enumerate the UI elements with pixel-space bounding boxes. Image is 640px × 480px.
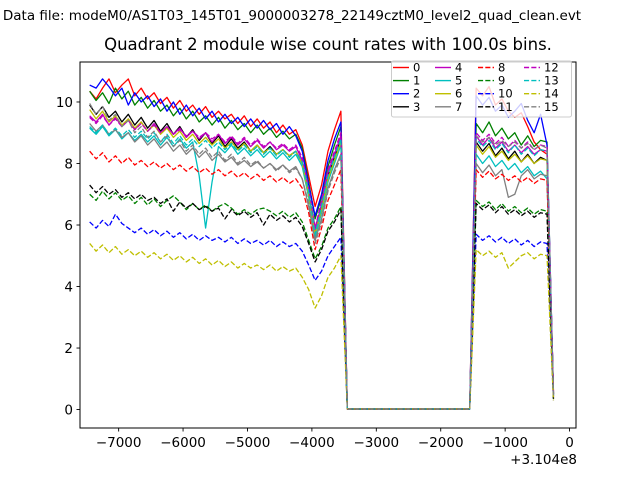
series-line-13 [89,124,555,410]
legend-label-5: 5 [455,74,462,88]
series-line-8 [89,150,555,410]
x-axis-offset-label: +3.104e8 [510,452,577,468]
x-tick-label: −5000 [225,435,271,451]
y-tick-label: 6 [64,218,73,234]
legend-label-3: 3 [413,100,420,114]
legend-label-7: 7 [455,100,462,114]
x-tick-label: −7000 [96,435,142,451]
x-tick-label: −3000 [353,435,399,451]
legend-label-10: 10 [498,87,513,101]
data-file-label: Data file: modeM0/AS1T03_145T01_90000032… [3,8,581,24]
legend-label-13: 13 [544,74,559,88]
series-line-15 [89,103,555,410]
legend-label-6: 6 [455,87,462,101]
legend-label-9: 9 [498,74,505,88]
x-tick-label: −4000 [289,435,335,451]
axes-background [80,62,576,428]
x-tick-label: −6000 [160,435,206,451]
axes-frame [79,61,577,429]
series-line-14 [89,243,555,410]
series-line-11 [89,184,555,410]
y-tick-label: 0 [64,402,73,418]
legend-label-4: 4 [455,61,462,75]
legend-label-15: 15 [544,100,559,114]
series-line-10 [89,213,555,410]
plot-area: −7000 −6000 −5000 −4000 −3000 −2000 −1000 0 0 2 4 6… [56,60,577,451]
legend-label-0: 0 [413,61,420,75]
y-tick-label: 2 [64,341,73,357]
legend-label-8: 8 [498,61,505,75]
legend-box [391,60,572,118]
legend-label-11: 11 [498,100,513,114]
legend-label-2: 2 [413,87,420,101]
x-tick-label: 0 [565,435,574,451]
x-tick-label: −1000 [482,435,528,451]
chart-title: Quadrant 2 module wise count rates with … [104,35,552,54]
y-tick-label: 10 [56,95,73,111]
y-tick-label: 4 [64,279,73,295]
legend-label-14: 14 [544,87,559,101]
legend-label-12: 12 [544,61,559,75]
y-tick-label: 8 [64,156,73,172]
x-tick-label: −2000 [418,435,464,451]
series-line-9 [89,190,555,410]
legend-label-1: 1 [413,74,420,88]
